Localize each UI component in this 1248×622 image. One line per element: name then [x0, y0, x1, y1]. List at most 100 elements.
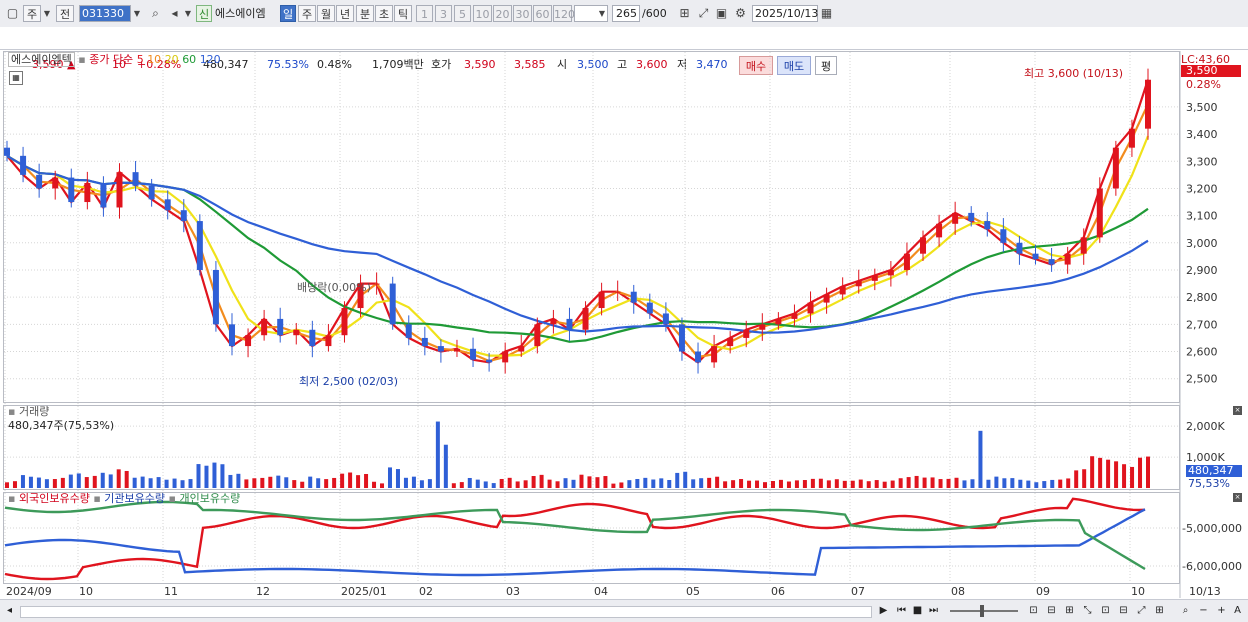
x-tick-label: 02 [419, 585, 433, 598]
draw-tool-icon[interactable]: ⤢ [698, 6, 709, 20]
tool-icon[interactable]: ⊡ [1101, 605, 1110, 616]
x-tick-label: 09 [1036, 585, 1050, 598]
interval-custom-input[interactable] [574, 5, 608, 22]
eval-button[interactable]: 평 [815, 56, 837, 75]
count-input[interactable]: 265 [612, 5, 640, 22]
zoom-search-icon[interactable]: ⌕ [1182, 605, 1189, 616]
close-icon[interactable]: × [1233, 406, 1242, 415]
interval-1[interactable]: 1 [416, 5, 433, 22]
bid1: 3,590 [464, 58, 496, 71]
change-value: 10 [112, 58, 126, 71]
sell-button[interactable]: 매도 [777, 56, 811, 75]
up-triangle-icon: ▲ [67, 58, 76, 71]
tab-day[interactable]: 일 [280, 5, 296, 22]
legend-individual: 개인보유수량 [179, 492, 241, 505]
chevron-down-icon[interactable]: ▼ [43, 9, 51, 18]
tab-month[interactable]: 월 [317, 5, 335, 22]
layout-icon[interactable]: ▢ [6, 6, 19, 20]
x-tick-label: 12 [256, 585, 270, 598]
tool-icon[interactable]: ⤡ [1083, 605, 1092, 616]
price-value: 3,590 [32, 58, 64, 71]
y-tick-label: 2,700 [1186, 318, 1218, 331]
interval-3[interactable]: 3 [435, 5, 452, 22]
interval-10[interactable]: 10 [473, 5, 492, 22]
last-price-tag: 3,590 [1181, 65, 1241, 77]
y-tick-label: 3,000 [1186, 237, 1218, 250]
period-select[interactable]: 주 [23, 5, 41, 22]
quote-row: 3,590 ▲ 10 +0.28% 480,347 75.53% 0.48% 1… [0, 27, 1248, 75]
open-label: 시 [557, 58, 568, 71]
play-icon[interactable]: ▶ [879, 605, 888, 616]
interval-5[interactable]: 5 [454, 5, 471, 22]
y-tick-label: 3,100 [1186, 210, 1218, 223]
zoom-in-icon[interactable]: + [1217, 605, 1226, 616]
interval-30[interactable]: 30 [513, 5, 532, 22]
x-tick-label: 10/13 [1189, 585, 1221, 598]
last-icon[interactable]: ⏭ [929, 605, 938, 616]
speaker-icon[interactable]: ◂ [171, 6, 178, 20]
close-icon[interactable]: × [1233, 493, 1242, 502]
turnover: 0.48% [317, 58, 352, 71]
y-tick-label: 3,200 [1186, 182, 1218, 195]
volume-title: ▪ 거래량 [8, 405, 50, 418]
tab-tick[interactable]: 틱 [394, 5, 412, 22]
tool-icon[interactable]: ⊟ [1119, 605, 1128, 616]
gear-icon[interactable]: ⚙ [735, 6, 746, 20]
interval-60[interactable]: 60 [533, 5, 552, 22]
scrollbar[interactable] [20, 606, 872, 618]
volume-title-text: 거래량 [18, 405, 50, 418]
price-pane [3, 51, 1180, 403]
save-icon[interactable]: ▣ [715, 6, 728, 20]
y-tick-label: 3,500 [1186, 101, 1218, 114]
tool-icon[interactable]: ⤢ [1137, 605, 1146, 616]
table-icon[interactable]: ▦ [9, 71, 23, 85]
interval-120[interactable]: 120 [553, 5, 575, 22]
event-annotation: 배당락(0,00%) [297, 281, 371, 294]
chevron-down-icon[interactable]: ▼ [133, 9, 141, 18]
tab-minute[interactable]: 분 [356, 5, 374, 22]
tool-icon[interactable]: ⊡ [1029, 605, 1038, 616]
holdings-legend: ▪ 외국인보유수량 ▪ 기관보유수량 ▪ 개인보유수량 [8, 492, 241, 505]
x-tick-label: 06 [771, 585, 785, 598]
stop-icon[interactable]: ■ [912, 605, 923, 616]
holdings-tick-label: -6,000,000 [1182, 560, 1242, 573]
volume-ratio: 75.53% [267, 58, 309, 71]
holdings-tick-label: -5,000,000 [1182, 522, 1242, 535]
low-label: 저 [677, 58, 688, 71]
zoom-out-icon[interactable]: − [1199, 605, 1208, 616]
interval-20[interactable]: 20 [493, 5, 512, 22]
high-label: 고 [617, 58, 628, 71]
bid-label: 호가 [431, 58, 452, 71]
search-icon[interactable]: ⌕ [152, 6, 159, 20]
zoom-slider-handle[interactable] [980, 605, 984, 617]
first-icon[interactable]: ⏮ [897, 605, 906, 616]
prev-button[interactable]: 전 [56, 5, 74, 22]
auto-zoom-icon[interactable]: A [1234, 605, 1241, 616]
indicator-icon[interactable]: ⊞ [679, 6, 690, 20]
stock-name: 에스에이엠 [215, 7, 266, 20]
x-tick-label: 10 [79, 585, 93, 598]
y-tick-label: 3,400 [1186, 128, 1218, 141]
x-tick-label: 07 [851, 585, 865, 598]
date-input[interactable]: 2025/10/13 [752, 5, 818, 22]
x-tick-label: 03 [506, 585, 520, 598]
tab-second[interactable]: 초 [375, 5, 393, 22]
chevron-down-icon[interactable]: ▼ [598, 9, 606, 18]
legend-foreign: 외국인보유수량 [18, 492, 90, 505]
legend-institution: 기관보유수량 [104, 492, 166, 505]
tool-icon[interactable]: ⊞ [1155, 605, 1164, 616]
holdings-pane [3, 492, 1180, 584]
y-tick-label: 2,600 [1186, 346, 1218, 359]
tab-week[interactable]: 주 [298, 5, 316, 22]
tool-icon[interactable]: ⊞ [1065, 605, 1074, 616]
scroll-left-icon[interactable]: ◂ [6, 605, 13, 616]
chevron-down-icon[interactable]: ▼ [184, 9, 192, 18]
zoom-slider[interactable] [950, 610, 1018, 612]
y-tick-label: 3,300 [1186, 155, 1218, 168]
tool-icon[interactable]: ⊟ [1047, 605, 1056, 616]
high-value: 3,600 [636, 58, 668, 71]
calendar-icon[interactable]: ▦ [820, 6, 833, 20]
code-input[interactable]: 031330 [79, 5, 131, 22]
tab-year[interactable]: 년 [336, 5, 354, 22]
buy-button[interactable]: 매수 [739, 56, 773, 75]
